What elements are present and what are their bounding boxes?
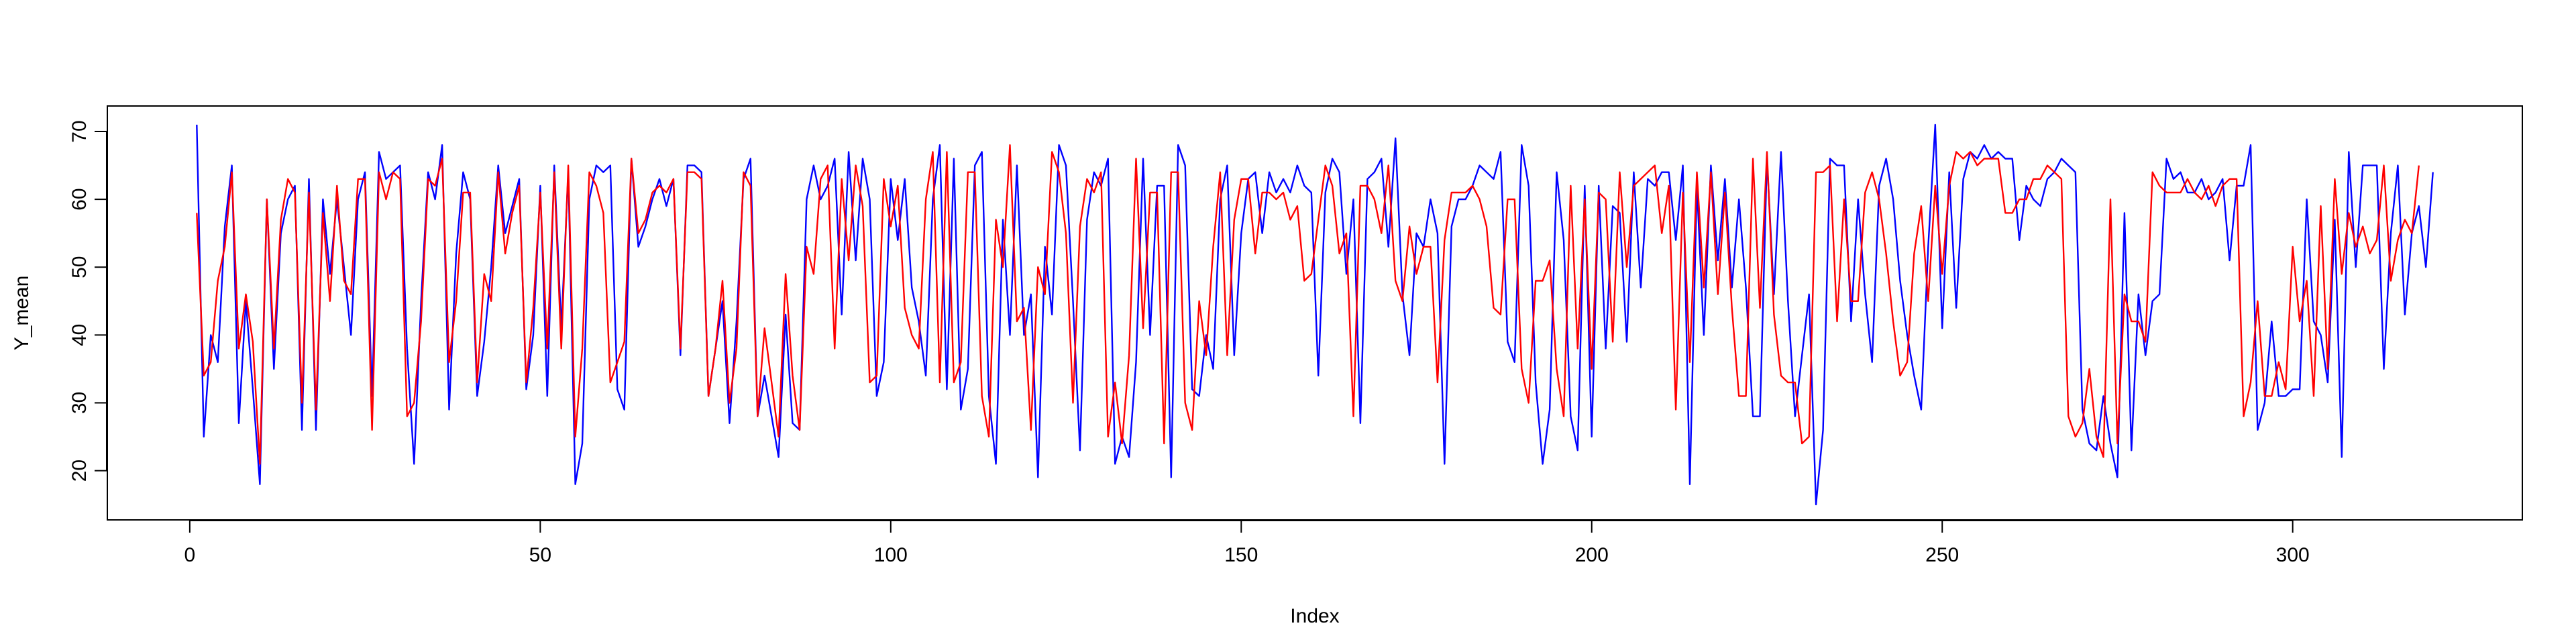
x-tick-label: 0 bbox=[184, 544, 196, 566]
x-axis: 0 50 100 150 200 250 300 bbox=[184, 520, 2310, 566]
x-tick-label: 250 bbox=[1925, 544, 1959, 566]
y-axis: 20 30 40 50 60 70 bbox=[68, 120, 107, 482]
y-tick-label: 40 bbox=[68, 324, 91, 346]
x-axis-label: Index bbox=[1290, 605, 1339, 627]
x-tick-label: 300 bbox=[2276, 544, 2310, 566]
y-tick-label: 30 bbox=[68, 392, 91, 414]
x-tick-label: 150 bbox=[1224, 544, 1258, 566]
series-layer bbox=[196, 123, 2434, 506]
y-axis-label: Y_mean bbox=[11, 276, 33, 351]
y-tick-label: 20 bbox=[68, 460, 91, 482]
y-tick-label: 50 bbox=[68, 256, 91, 278]
x-tick-label: 100 bbox=[874, 544, 908, 566]
x-tick-label: 50 bbox=[529, 544, 551, 566]
y-tick-label: 70 bbox=[68, 120, 91, 142]
y-tick-label: 60 bbox=[68, 188, 91, 210]
x-tick-label: 200 bbox=[1575, 544, 1609, 566]
series-line-2 bbox=[196, 144, 2420, 465]
